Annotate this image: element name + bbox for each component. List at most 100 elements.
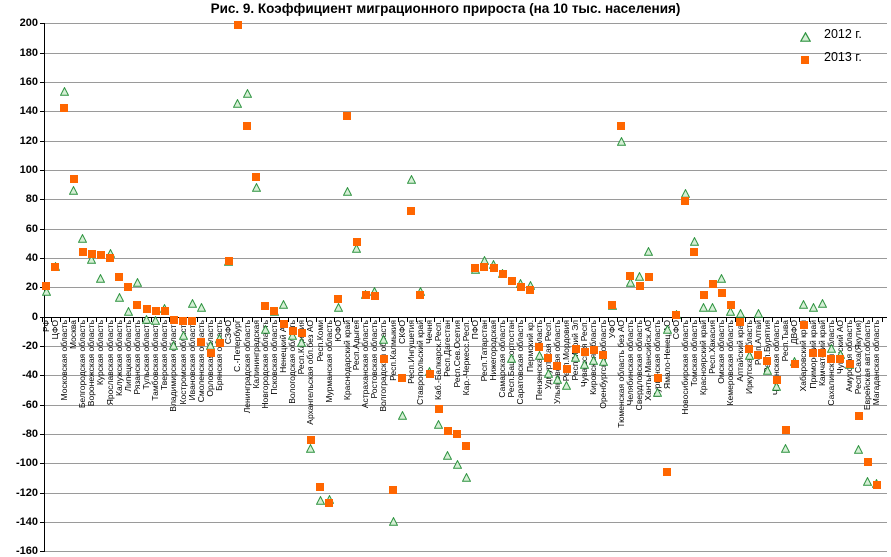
marker-2012 — [96, 270, 106, 288]
x-axis-tick — [507, 317, 509, 322]
marker-2012 — [854, 441, 864, 459]
marker-2013 — [270, 306, 279, 315]
marker-2012 — [726, 303, 736, 321]
x-axis-tick — [799, 317, 801, 322]
y-axis-tick — [40, 52, 44, 54]
marker-2013 — [781, 425, 790, 434]
y-axis-tick — [40, 23, 44, 25]
gridline — [45, 375, 887, 377]
x-axis-tick — [498, 317, 500, 322]
legend-item-2012: 2012 г. — [799, 22, 862, 45]
x-axis-tick — [835, 317, 837, 322]
marker-2012 — [233, 95, 243, 113]
marker-2012 — [662, 321, 672, 339]
x-axis-tick — [653, 317, 655, 322]
x-axis-tick — [68, 317, 70, 322]
marker-2013 — [526, 286, 535, 295]
y-axis-label: 120 — [19, 134, 38, 147]
x-axis-tick — [224, 317, 226, 322]
marker-2013 — [160, 306, 169, 315]
marker-2013 — [352, 237, 361, 246]
x-axis-tick — [288, 317, 290, 322]
marker-2013 — [608, 300, 617, 309]
marker-2012 — [589, 352, 599, 370]
marker-2012 — [406, 171, 417, 189]
gridline — [45, 228, 887, 230]
y-axis-label: -140 — [15, 515, 38, 528]
marker-2013 — [617, 121, 626, 130]
x-axis-tick — [397, 317, 399, 322]
marker-2013 — [233, 20, 242, 29]
marker-2013 — [599, 350, 608, 359]
x-axis-tick — [342, 317, 344, 322]
marker-2012 — [41, 283, 51, 301]
x-axis-tick — [123, 317, 125, 322]
marker-2013 — [87, 249, 96, 258]
x-axis-tick — [625, 317, 627, 322]
x-axis-tick — [87, 317, 89, 322]
marker-2013 — [516, 283, 525, 292]
marker-2013 — [809, 349, 818, 358]
marker-2013 — [836, 355, 845, 364]
x-axis-tick — [59, 317, 61, 322]
x-axis-tick — [735, 317, 737, 322]
x-axis-tick — [269, 317, 271, 322]
y-axis-tick — [40, 404, 44, 406]
marker-2013 — [96, 251, 105, 259]
marker-2013 — [489, 264, 498, 273]
marker-2013 — [672, 311, 681, 320]
marker-2012 — [717, 270, 727, 288]
marker-2013 — [142, 305, 151, 314]
marker-2013 — [626, 271, 635, 280]
marker-2013 — [763, 356, 772, 365]
marker-2012 — [132, 274, 143, 292]
marker-2012 — [196, 299, 207, 317]
x-axis-tick — [607, 317, 609, 322]
y-axis-tick — [40, 375, 44, 377]
marker-2012 — [625, 274, 636, 292]
triangle-icon — [799, 29, 812, 42]
x-axis-tick — [178, 317, 180, 322]
x-axis-tick — [817, 317, 819, 322]
x-axis-tick — [41, 317, 43, 322]
marker-2012 — [644, 243, 654, 261]
y-axis-label: 160 — [19, 75, 38, 88]
marker-2012 — [434, 416, 444, 434]
x-axis-tick — [96, 317, 98, 322]
x-axis-tick — [680, 317, 682, 322]
marker-2013 — [790, 359, 799, 368]
marker-2012 — [141, 311, 152, 329]
marker-2013 — [434, 404, 443, 413]
y-axis-tick — [40, 140, 44, 142]
marker-2013 — [416, 290, 425, 299]
x-axis-tick — [571, 317, 573, 322]
marker-2012 — [507, 350, 517, 368]
y-axis-label: -120 — [15, 486, 38, 499]
x-axis-tick — [470, 317, 472, 322]
x-axis-tick — [160, 317, 162, 322]
marker-2013 — [799, 321, 808, 330]
x-axis-tick — [616, 317, 618, 322]
marker-2013 — [42, 281, 51, 290]
marker-2013 — [471, 264, 480, 273]
marker-2013 — [124, 283, 133, 292]
y-axis-tick — [40, 81, 44, 83]
x-axis-tick — [562, 317, 563, 322]
marker-2013 — [726, 300, 735, 309]
marker-2013 — [343, 111, 352, 120]
x-axis-tick — [762, 317, 764, 322]
marker-2012 — [707, 299, 718, 317]
x-axis-tick — [753, 317, 755, 322]
marker-2013 — [690, 248, 699, 257]
marker-2012 — [653, 384, 663, 402]
x-axis-tick — [543, 317, 545, 322]
x-axis-tick — [881, 317, 883, 322]
marker-2013 — [453, 429, 461, 438]
y-axis-tick — [40, 492, 44, 494]
marker-2013 — [179, 316, 188, 325]
gridline — [45, 404, 887, 406]
marker-2013 — [69, 174, 78, 183]
x-axis-tick — [717, 317, 719, 322]
marker-2012 — [114, 289, 124, 307]
